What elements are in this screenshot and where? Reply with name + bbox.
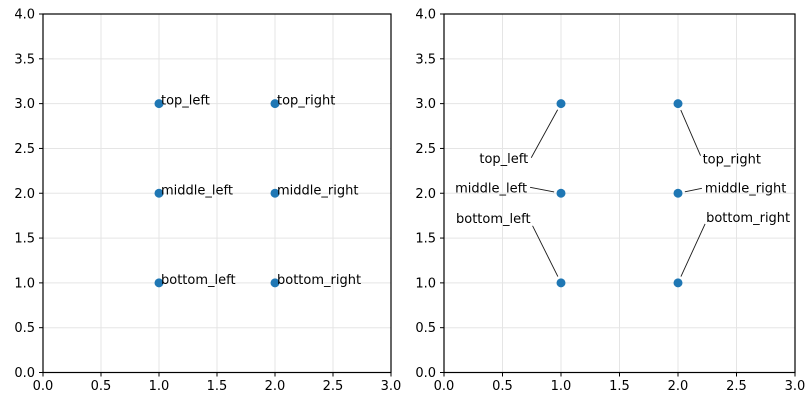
- y-tick-label: 3.0: [14, 97, 35, 112]
- x-tick-label: 1.0: [149, 379, 170, 394]
- y-tick-label: 1.5: [415, 232, 436, 247]
- point-marker: [556, 99, 566, 109]
- y-tick-label: 0.5: [14, 321, 35, 336]
- annotation-label: bottom_right: [706, 211, 790, 226]
- x-tick-label: 0.5: [492, 379, 513, 394]
- point-label: top_left: [161, 94, 210, 109]
- point-marker: [270, 99, 280, 109]
- y-tick-label: 0.0: [14, 366, 35, 381]
- point-label: top_right: [277, 94, 335, 109]
- point-label: middle_left: [161, 183, 233, 198]
- point-marker: [154, 188, 164, 198]
- leader-line: [680, 223, 706, 277]
- x-tick-label: 1.5: [207, 379, 228, 394]
- y-tick-label: 3.0: [415, 97, 436, 112]
- annotation-label: middle_right: [705, 181, 786, 196]
- point-marker: [270, 278, 280, 288]
- y-tick-label: 3.5: [415, 52, 436, 67]
- leader-line: [530, 109, 559, 158]
- point-marker: [556, 278, 566, 288]
- point-marker: [673, 99, 683, 109]
- point-marker: [673, 188, 683, 198]
- point-marker: [270, 188, 280, 198]
- point-marker: [154, 278, 164, 288]
- point-label: bottom_right: [277, 273, 361, 288]
- annotation-label: top_right: [703, 153, 761, 168]
- x-tick-label: 1.5: [609, 379, 630, 394]
- y-tick-label: 1.0: [415, 276, 436, 291]
- y-tick-label: 0.0: [415, 366, 436, 381]
- point-marker: [673, 278, 683, 288]
- subplot-right: 0.0 0.5 1.0 1.5 2.0 2.5 3.0 0.0 0.5 1.0 1.5 2.0 2.5 3…: [415, 8, 805, 395]
- y-tick-label: 2.0: [415, 187, 436, 202]
- point-marker: [556, 188, 566, 198]
- x-tick-label: 2.5: [323, 379, 344, 394]
- y-tick-label: 4.0: [415, 8, 436, 23]
- x-tick-label: 3.0: [381, 379, 402, 394]
- leader-line: [529, 186, 555, 193]
- annotation-label: top_left: [479, 152, 528, 167]
- x-tick-label: 2.0: [265, 379, 286, 394]
- y-tick-label: 2.5: [14, 142, 35, 157]
- x-tick-label: 0.0: [33, 379, 54, 394]
- y-tick-label: 1.0: [14, 276, 35, 291]
- annotation-label: middle_left: [455, 181, 527, 196]
- point-marker: [154, 99, 164, 109]
- y-tick-label: 4.0: [14, 8, 35, 23]
- y-tick-label: 0.5: [415, 321, 436, 336]
- x-tick-label: 2.0: [668, 379, 689, 394]
- x-tick-label: 1.0: [551, 379, 572, 394]
- x-tick-label: 0.5: [91, 379, 112, 394]
- subplot-left: 0.0 0.5 1.0 1.5 2.0 2.5 3.0 0.0 0.5 1.0 1.5 2.0 2.5 3…: [14, 8, 401, 395]
- leader-line: [680, 109, 701, 156]
- point-label: middle_right: [277, 183, 358, 198]
- y-tick-label: 2.5: [415, 142, 436, 157]
- x-tick-label: 0.0: [434, 379, 455, 394]
- y-tick-label: 3.5: [14, 52, 35, 67]
- y-tick-label: 1.5: [14, 232, 35, 247]
- leader-line: [532, 225, 559, 277]
- point-label: bottom_left: [161, 273, 236, 288]
- leader-line: [684, 187, 703, 193]
- annotation-label: bottom_left: [456, 212, 531, 227]
- x-tick-label: 3.0: [785, 379, 806, 394]
- x-tick-label: 2.5: [726, 379, 747, 394]
- y-tick-label: 2.0: [14, 187, 35, 202]
